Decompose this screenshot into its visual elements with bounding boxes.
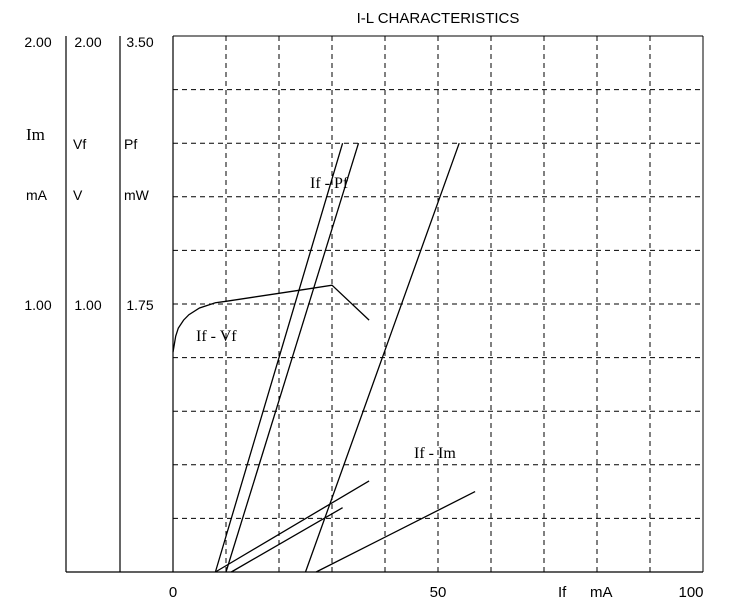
annotation-label: If - Vf — [196, 328, 237, 345]
y-tick-top-im: 2.00 — [24, 34, 51, 50]
y-axis-unit-pf: mW — [124, 187, 150, 203]
annotation-label: If - Pf — [310, 175, 349, 192]
y-axis-unit-vf: V — [73, 187, 83, 203]
series-line-4 — [215, 480, 370, 573]
y-axis-unit-im: mA — [26, 187, 48, 203]
annotation-label: If - Im — [414, 445, 456, 462]
series-line-5 — [230, 507, 343, 573]
axes — [65, 35, 704, 573]
series-line-6 — [315, 491, 476, 573]
series-line-3 — [304, 142, 460, 573]
series-line-1 — [214, 143, 344, 573]
x-tick-label: 100 — [678, 584, 703, 601]
x-axis-unit: mA — [590, 584, 613, 601]
grid-lines — [173, 36, 703, 572]
y-axis-name-vf: Vf — [73, 136, 86, 152]
y-tick-mid-vf: 1.00 — [74, 297, 101, 313]
y-axis-name-im: Im — [26, 125, 45, 144]
series-line-2 — [225, 143, 360, 573]
y-tick-top-pf: 3.50 — [126, 34, 153, 50]
y-tick-mid-im: 1.00 — [24, 297, 51, 313]
series-line-0 — [172, 284, 370, 353]
y-axis-name-pf: Pf — [124, 136, 137, 152]
chart-title: I-L CHARACTERISTICS — [357, 10, 520, 27]
y-tick-top-vf: 2.00 — [74, 34, 101, 50]
y-tick-mid-pf: 1.75 — [126, 297, 153, 313]
series-layer — [172, 142, 476, 573]
x-tick-label: 0 — [169, 584, 177, 601]
x-tick-label: 50 — [430, 584, 447, 601]
x-axis-label: If — [558, 584, 567, 601]
labels: 2.00 1.00 Im mA 2.00 1.00 Vf V 3.50 1.75 Pf mW 0 50 10… — [24, 10, 703, 601]
